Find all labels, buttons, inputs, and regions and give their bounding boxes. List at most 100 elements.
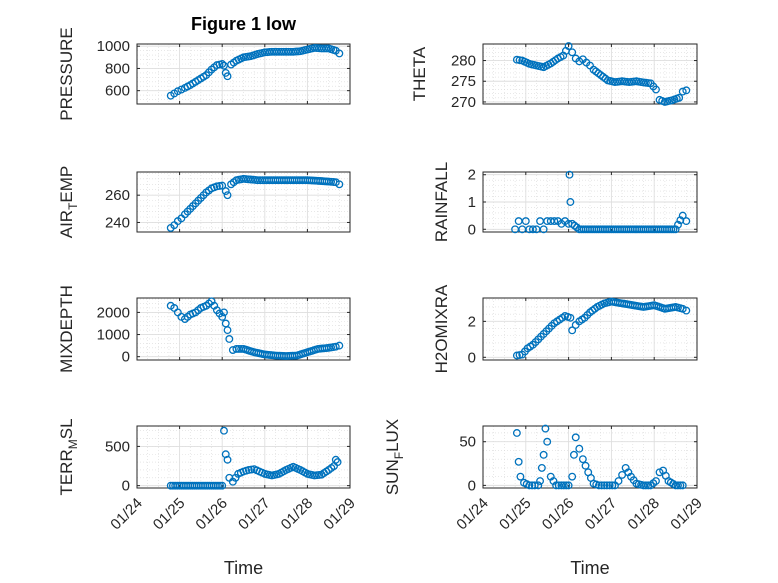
y-tick-label: 275 <box>451 73 476 90</box>
x-tick-label: 01/26 <box>539 495 578 534</box>
data-point <box>597 481 606 490</box>
axes-box <box>482 297 698 361</box>
data-point <box>331 342 340 351</box>
chart-title: Figure 1 low <box>191 14 297 34</box>
data-point <box>565 170 574 179</box>
x-tick-label: 01/27 <box>582 495 621 534</box>
y-tick-label: 50 <box>459 434 476 451</box>
data-point <box>652 85 660 94</box>
y-axis-label: AIRTEMP <box>57 166 80 239</box>
data-point <box>594 481 603 490</box>
y-tick-label: 2 <box>468 313 476 330</box>
y-tick-label: 260 <box>105 187 130 204</box>
data-point <box>218 181 227 190</box>
data-point <box>335 180 344 189</box>
data-point <box>220 426 228 435</box>
data-point <box>537 463 546 472</box>
data-point <box>570 450 578 459</box>
data-point <box>600 481 609 490</box>
data-point <box>516 472 525 481</box>
data-point <box>605 481 614 490</box>
data-point <box>534 481 543 490</box>
data-point <box>614 477 623 485</box>
x-tick-label: 01/26 <box>192 495 231 534</box>
data-point <box>568 472 577 481</box>
data-point <box>223 191 232 200</box>
data-point <box>575 444 584 453</box>
subplot-theta: 270 275 280 THETA <box>410 42 698 111</box>
axes-box <box>136 297 351 361</box>
subplot-air-temp: 240 260 AIRTEMP <box>57 166 351 239</box>
x-tick-label: 01/28 <box>624 495 663 534</box>
data-point <box>539 450 548 459</box>
y-tick-label: 0 <box>122 478 130 495</box>
data-point <box>644 481 653 490</box>
data-point <box>552 481 561 490</box>
x-tick-label: 01/29 <box>320 495 359 534</box>
data-point <box>543 437 552 446</box>
y-tick-label: 280 <box>451 53 476 70</box>
data-point <box>564 42 573 51</box>
data-point <box>568 48 577 57</box>
data-point <box>220 308 228 317</box>
data-point <box>682 306 691 315</box>
y-tick-label: 0 <box>468 477 476 494</box>
data-point <box>671 225 680 234</box>
data-point <box>333 458 342 467</box>
y-tick-label: 1 <box>468 194 476 211</box>
y-tick-label: 1000 <box>97 327 130 344</box>
data-point <box>602 481 611 490</box>
data-point <box>675 93 684 102</box>
y-tick-label: 800 <box>105 60 130 77</box>
x-tick-label: 01/28 <box>278 495 317 534</box>
data-point <box>566 313 575 322</box>
data-point <box>322 44 331 53</box>
y-tick-label: 0 <box>468 349 476 366</box>
data-point <box>564 481 573 490</box>
x-tick-label: 01/25 <box>496 495 535 534</box>
data-point <box>512 429 521 437</box>
y-axis-label: RAINFALL <box>432 162 451 242</box>
data-point <box>652 477 660 485</box>
y-tick-label: 500 <box>105 438 130 455</box>
y-tick-label: 2000 <box>97 304 130 321</box>
data-point <box>223 455 232 464</box>
data-point <box>223 326 232 335</box>
data-point <box>676 481 685 490</box>
data-point <box>581 461 590 470</box>
data-point <box>218 481 227 490</box>
data-point <box>566 198 575 206</box>
data-point <box>521 217 530 226</box>
x-tick-label: 01/24 <box>453 495 492 534</box>
data-point <box>682 217 691 226</box>
data-point <box>578 455 587 464</box>
data-point <box>674 220 682 229</box>
y-axis-label: THETA <box>410 46 429 101</box>
y-tick-label: 240 <box>105 214 130 231</box>
data-point <box>559 481 568 490</box>
data-point <box>536 477 545 485</box>
x-axis-label: Time <box>224 558 263 578</box>
x-axis-label: Time <box>570 558 609 578</box>
data-point <box>562 481 571 490</box>
data-point <box>225 335 234 343</box>
y-axis-label: TERRMSL <box>57 418 80 495</box>
data-point <box>608 481 617 490</box>
data-point <box>514 457 523 466</box>
y-tick-label: 1000 <box>97 38 130 55</box>
data-point <box>568 326 577 335</box>
y-tick-label: 0 <box>122 349 130 366</box>
data-point <box>335 341 344 350</box>
subplot-h2omixra: 0 2 H2OMIXRA <box>432 284 698 373</box>
y-axis-label: H2OMIXRA <box>432 284 451 373</box>
data-point <box>550 217 559 226</box>
x-tick-label: 01/29 <box>667 495 706 534</box>
y-axis-label: SUNFLUX <box>383 419 406 495</box>
data-point <box>218 60 227 68</box>
x-tick-label: 01/25 <box>150 495 189 534</box>
data-point <box>221 187 230 196</box>
data-point <box>541 424 550 433</box>
y-tick-label: 0 <box>468 221 476 238</box>
y-tick-label: 270 <box>451 94 476 111</box>
